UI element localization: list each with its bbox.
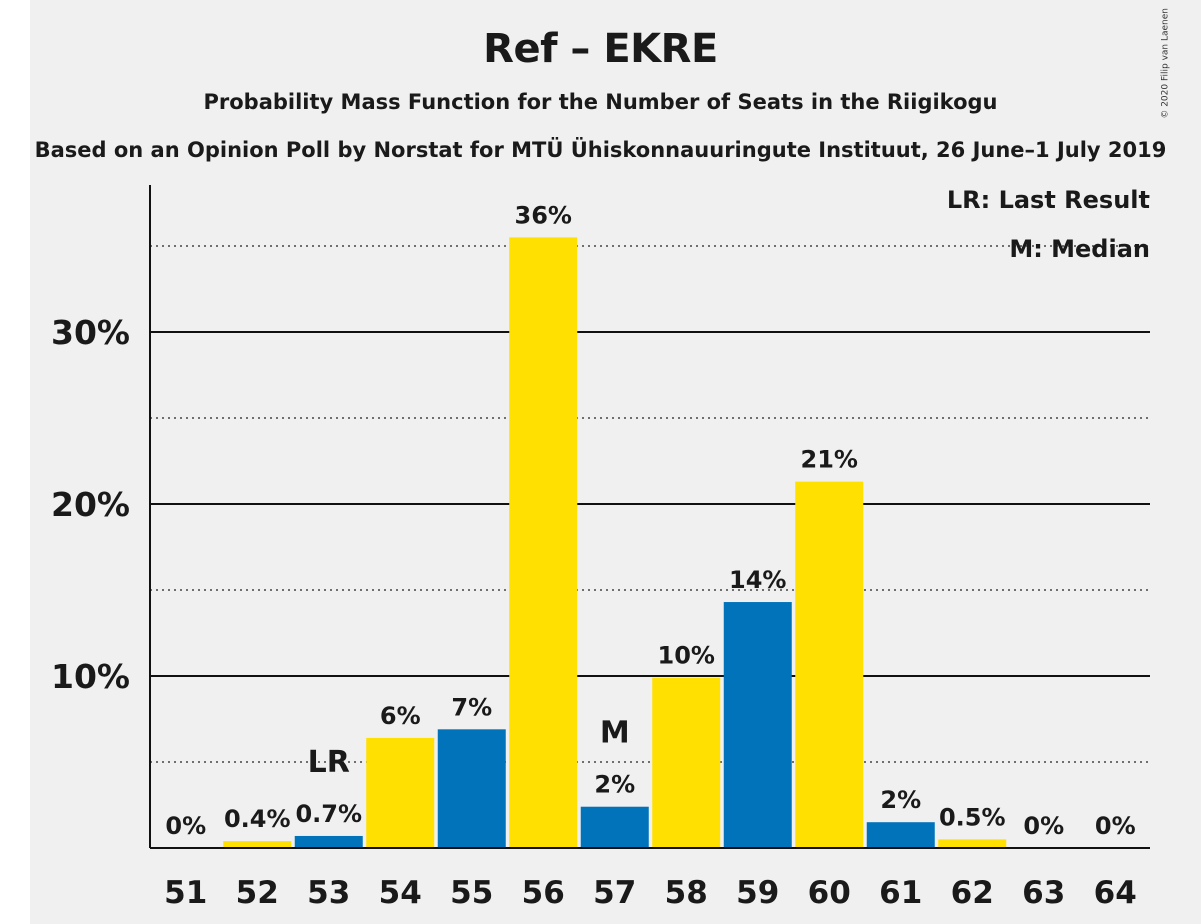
- marker-m: M: [600, 716, 630, 751]
- bar-62: [938, 839, 1007, 848]
- axes: 10% 20% 30% 51 52 53 54 55 56 57 58 59 60 61 62 63 64: [51, 185, 1150, 911]
- y-tick-label: 10%: [51, 657, 130, 696]
- x-tick-label: 60: [808, 875, 851, 911]
- x-tick-label: 52: [236, 875, 279, 911]
- chart-subtitle: Probability Mass Function for the Number…: [203, 90, 998, 114]
- value-label: 2%: [880, 786, 921, 814]
- value-label: 0%: [165, 812, 206, 840]
- y-tick-label: 30%: [51, 313, 130, 352]
- x-tick-label: 61: [879, 875, 922, 911]
- value-label: 0%: [1095, 812, 1136, 840]
- value-label: 21%: [801, 446, 858, 474]
- bar-56: [509, 237, 578, 848]
- bar-60: [795, 481, 864, 848]
- value-label: 0.5%: [939, 803, 1006, 831]
- value-label: 0.7%: [295, 800, 362, 828]
- value-label: 2%: [594, 771, 635, 799]
- marker-lr: LR: [308, 745, 350, 780]
- x-tick-label: 63: [1022, 875, 1065, 911]
- value-label: 0.4%: [224, 805, 291, 833]
- chart-source: Based on an Opinion Poll by Norstat for …: [34, 138, 1167, 162]
- x-tick-label: 56: [522, 875, 565, 911]
- bar-52: [223, 841, 292, 848]
- x-tick-label: 59: [736, 875, 779, 911]
- gridlines: [150, 245, 1150, 763]
- bar-61: [866, 822, 935, 848]
- x-tick-label: 62: [951, 875, 994, 911]
- x-tick-label: 64: [1094, 875, 1137, 911]
- bar-57: [580, 806, 649, 848]
- legend-last-result: LR: Last Result: [946, 186, 1150, 214]
- x-tick-label: 53: [307, 875, 350, 911]
- x-tick-label: 58: [665, 875, 708, 911]
- bar-53: [294, 835, 363, 848]
- bar-54: [366, 737, 435, 848]
- value-labels: 0% 0.4% 0.7% 6% 7% 36% 2% 10% 14% 21% 2% 0.5% 0% 0% LR…: [165, 201, 1135, 840]
- chart-title: Ref – EKRE: [483, 26, 718, 72]
- value-label: 7%: [451, 693, 492, 721]
- chart-background: [30, 0, 1201, 924]
- value-label: 14%: [729, 566, 786, 594]
- bar-59: [723, 602, 792, 848]
- value-label: 10%: [658, 642, 715, 670]
- x-tick-label: 51: [164, 875, 207, 911]
- value-label: 36%: [515, 201, 572, 229]
- bars: [223, 237, 1007, 848]
- x-tick-label: 55: [450, 875, 493, 911]
- value-label: 6%: [380, 702, 421, 730]
- bar-55: [437, 729, 506, 848]
- bar-58: [652, 677, 721, 848]
- legend-median: M: Median: [1009, 235, 1150, 263]
- y-tick-label: 20%: [51, 485, 130, 524]
- value-label: 0%: [1023, 812, 1064, 840]
- x-tick-label: 57: [593, 875, 636, 911]
- x-tick-label: 54: [379, 875, 422, 911]
